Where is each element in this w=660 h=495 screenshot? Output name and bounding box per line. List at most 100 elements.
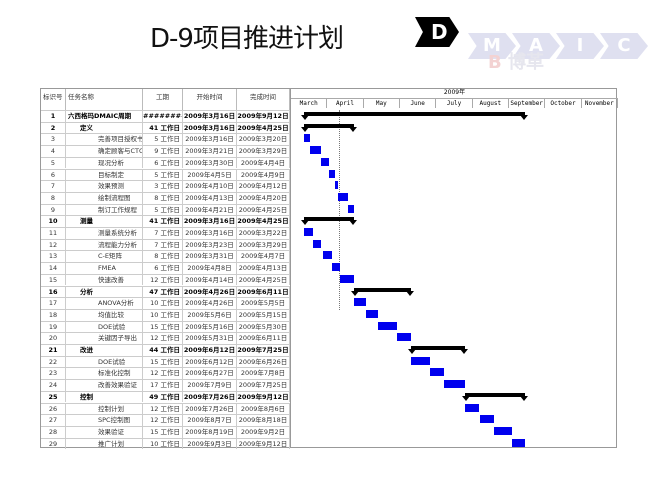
cell-duration: 15 工作日 bbox=[143, 356, 183, 368]
task-bar[interactable] bbox=[348, 204, 355, 213]
table-row[interactable]: 28 效果验证 15 工作日 2009年8月19日 2009年9月2日 bbox=[41, 425, 290, 438]
table-row[interactable]: 23 标准化控制 12 工作日 2009年6月27日 2009年7月8日 bbox=[41, 367, 290, 380]
task-bar[interactable] bbox=[464, 403, 480, 412]
cell-end: 2009年6月26日 bbox=[237, 356, 290, 368]
cell-name: 六西格玛DMAIC周期 bbox=[66, 111, 143, 122]
summary-bar[interactable] bbox=[301, 217, 358, 226]
table-row[interactable]: 11 测量系统分析 7 工作日 2009年3月16日 2009年3月22日 bbox=[41, 227, 290, 239]
task-bar[interactable] bbox=[411, 356, 430, 365]
cell-id: 19 bbox=[41, 321, 66, 333]
table-row[interactable]: 14 FMEA 6 工作日 2009年4月8日 2009年4月13日 bbox=[41, 262, 290, 274]
table-row[interactable]: 15 快速改善 12 工作日 2009年4月14日 2009年4月25日 bbox=[41, 273, 290, 286]
cell-end: 2009年4月4日 bbox=[237, 157, 290, 169]
table-row[interactable]: 12 流程能力分析 7 工作日 2009年3月23日 2009年3月29日 bbox=[41, 238, 290, 251]
task-bar[interactable] bbox=[310, 146, 322, 155]
task-bar[interactable] bbox=[354, 298, 367, 307]
table-row[interactable]: 4 确定顾客与CTQ 9 工作日 2009年3月21日 2009年3月29日 bbox=[41, 145, 290, 157]
task-bar[interactable] bbox=[321, 157, 329, 166]
dmaic-badge-i: I bbox=[556, 33, 604, 59]
cell-start: 2009年7月26日 bbox=[183, 391, 237, 403]
cell-id: 13 bbox=[41, 251, 66, 263]
task-bar[interactable] bbox=[332, 263, 340, 272]
cell-end: 2009年6月11日 bbox=[237, 286, 290, 298]
table-row[interactable]: 7 效果预测 3 工作日 2009年4月10日 2009年4月12日 bbox=[41, 180, 290, 192]
cell-start: 2009年4月10日 bbox=[183, 181, 237, 192]
table-row[interactable]: 21 改进 44 工作日 2009年6月12日 2009年7月25日 bbox=[41, 344, 290, 356]
task-bar[interactable] bbox=[304, 228, 313, 236]
task-bar[interactable] bbox=[328, 169, 335, 178]
task-bar[interactable] bbox=[338, 192, 349, 201]
cell-duration: 5 工作日 bbox=[143, 169, 183, 181]
cell-id: 7 bbox=[41, 181, 66, 192]
task-bar[interactable] bbox=[334, 181, 339, 190]
cell-start: 2009年4月8日 bbox=[183, 263, 237, 274]
task-bar[interactable] bbox=[444, 380, 465, 389]
table-row[interactable]: 13 C-E矩阵 8 工作日 2009年3月31日 2009年4月7日 bbox=[41, 250, 290, 263]
cell-name: 完善项目授权书 bbox=[66, 134, 143, 146]
table-row[interactable]: 22 DOE试验 15 工作日 2009年6月12日 2009年6月26日 bbox=[41, 355, 290, 368]
cell-end: 2009年5月30日 bbox=[237, 321, 290, 333]
cell-start: 2009年4月14日 bbox=[183, 274, 237, 286]
month-header: August bbox=[472, 98, 509, 108]
table-row[interactable]: 20 关键因子导出 12 工作日 2009年5月31日 2009年6月11日 bbox=[41, 332, 290, 344]
summary-bar[interactable] bbox=[461, 392, 528, 401]
header-start: 开始时间 bbox=[183, 89, 237, 110]
cell-duration: 10 工作日 bbox=[143, 298, 183, 309]
cell-end: 2009年9月12日 bbox=[237, 438, 290, 450]
cell-duration: 15 工作日 bbox=[143, 426, 183, 438]
table-row[interactable]: 26 控制计划 12 工作日 2009年7月26日 2009年8月6日 bbox=[41, 402, 290, 415]
cell-name: DOE试验 bbox=[66, 321, 143, 333]
summary-bar[interactable] bbox=[408, 346, 468, 354]
table-row[interactable]: 25 控制 49 工作日 2009年7月26日 2009年9月12日 bbox=[41, 390, 290, 403]
cell-id: 27 bbox=[41, 415, 66, 426]
table-row[interactable]: 24 改善效果验证 17 工作日 2009年7月9日 2009年7月25日 bbox=[41, 379, 290, 391]
cell-name: ANOVA分析 bbox=[66, 298, 143, 309]
table-row[interactable]: 5 现况分析 6 工作日 2009年3月30日 2009年4月4日 bbox=[41, 156, 290, 169]
table-row[interactable]: 19 DOE试验 15 工作日 2009年5月16日 2009年5月30日 bbox=[41, 320, 290, 333]
task-bar[interactable] bbox=[312, 239, 322, 248]
table-row[interactable]: 3 完善项目授权书 5 工作日 2009年3月16日 2009年3月20日 bbox=[41, 133, 290, 146]
gantt-table: 标识号 任务名称 工期 开始时间 完成时间 1 六西格玛DMAIC周期 ######… bbox=[40, 88, 617, 450]
table-row[interactable]: 8 绘制流程图 8 工作日 2009年4月13日 2009年4月20日 bbox=[41, 191, 290, 204]
table-row[interactable]: 29 推广计划 10 工作日 2009年9月3日 2009年9月12日 bbox=[41, 437, 290, 450]
cell-end: 2009年3月29日 bbox=[237, 146, 290, 157]
cell-end: 2009年4月25日 bbox=[237, 122, 290, 134]
table-row[interactable]: 16 分析 47 工作日 2009年4月26日 2009年6月11日 bbox=[41, 285, 290, 298]
cell-name: 控制计划 bbox=[66, 403, 143, 415]
cell-start: 2009年8月7日 bbox=[183, 415, 237, 426]
cell-id: 29 bbox=[41, 438, 66, 450]
table-row[interactable]: 17 ANOVA分析 10 工作日 2009年4月26日 2009年5月5日 bbox=[41, 297, 290, 309]
task-bar[interactable] bbox=[494, 426, 513, 435]
cell-id: 2 bbox=[41, 122, 66, 134]
cell-id: 14 bbox=[41, 263, 66, 274]
cell-start: 2009年8月19日 bbox=[183, 426, 237, 438]
table-row[interactable]: 27 SPC控制图 12 工作日 2009年8月7日 2009年8月18日 bbox=[41, 414, 290, 426]
table-row[interactable]: 9 制订工作规程 5 工作日 2009年4月21日 2009年4月25日 bbox=[41, 203, 290, 216]
summary-bar[interactable] bbox=[301, 123, 358, 132]
task-bar[interactable] bbox=[429, 368, 445, 377]
table-row[interactable]: 18 均值比较 10 工作日 2009年5月6日 2009年5月15日 bbox=[41, 308, 290, 321]
cell-name: 制订工作规程 bbox=[66, 204, 143, 216]
cell-start: 2009年4月13日 bbox=[183, 192, 237, 204]
task-bar[interactable] bbox=[396, 333, 412, 342]
table-row[interactable]: 10 测量 41 工作日 2009年3月16日 2009年4月25日 bbox=[41, 215, 290, 227]
cell-id: 5 bbox=[41, 157, 66, 169]
cell-name: 快速改善 bbox=[66, 274, 143, 286]
table-row[interactable]: 2 定义 41 工作日 2009年3月16日 2009年4月25日 bbox=[41, 121, 290, 134]
summary-bar[interactable] bbox=[351, 287, 415, 296]
task-bar[interactable] bbox=[366, 309, 379, 318]
task-bar[interactable] bbox=[512, 438, 525, 447]
table-row[interactable]: 6 目标制定 5 工作日 2009年4月5日 2009年4月9日 bbox=[41, 168, 290, 181]
task-bar[interactable] bbox=[304, 134, 311, 143]
cell-end: 2009年3月22日 bbox=[237, 228, 290, 239]
summary-bar[interactable] bbox=[301, 112, 528, 120]
table-row[interactable]: 1 六西格玛DMAIC周期 ######## 2009年3月16日 2009年9月12日 bbox=[41, 110, 290, 122]
task-bar[interactable] bbox=[339, 274, 355, 283]
cell-id: 6 bbox=[41, 169, 66, 181]
cell-start: 2009年6月12日 bbox=[183, 345, 237, 356]
cell-end: 2009年8月6日 bbox=[237, 403, 290, 415]
task-bar[interactable] bbox=[322, 251, 333, 260]
year-label: 2009年 bbox=[443, 89, 466, 96]
task-bar[interactable] bbox=[479, 415, 495, 424]
task-bar[interactable] bbox=[378, 321, 397, 330]
